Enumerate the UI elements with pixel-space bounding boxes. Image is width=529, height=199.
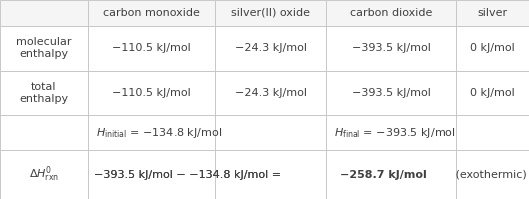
Bar [457,26,529,71]
Bar [215,150,326,199]
Bar [457,71,529,115]
Text: silver(II) oxide: silver(II) oxide [231,8,310,18]
Bar [88,71,215,115]
Bar [457,0,529,26]
Text: molecular
enthalpy: molecular enthalpy [16,37,71,59]
Bar [0,115,88,150]
Bar [0,26,88,71]
Text: 0 kJ/mol: 0 kJ/mol [470,88,515,98]
Bar [0,0,88,26]
Text: $H_\mathrm{initial}$ = −134.8 kJ/mol: $H_\mathrm{initial}$ = −134.8 kJ/mol [96,126,222,140]
Bar [0,71,88,115]
Text: total
enthalpy: total enthalpy [19,82,68,104]
Bar [326,0,457,26]
Bar [0,150,88,199]
Text: $H_\mathrm{final}$ = −393.5 kJ/mol: $H_\mathrm{final}$ = −393.5 kJ/mol [334,126,456,140]
Text: −393.5 kJ/mol − −134.8 kJ/mol =: −393.5 kJ/mol − −134.8 kJ/mol = [94,170,285,180]
Bar [215,0,326,26]
Text: −393.5 kJ/mol: −393.5 kJ/mol [352,88,431,98]
Text: 0 kJ/mol: 0 kJ/mol [470,43,515,53]
Bar [457,150,529,199]
Bar [215,71,326,115]
Text: −110.5 kJ/mol: −110.5 kJ/mol [112,88,190,98]
Text: −393.5 kJ/mol − −134.8 kJ/mol =: −393.5 kJ/mol − −134.8 kJ/mol = [94,170,285,180]
Text: $\Delta H^0_\mathrm{rxn}$: $\Delta H^0_\mathrm{rxn}$ [29,165,59,184]
Text: silver: silver [478,8,508,18]
Bar [88,115,215,150]
Text: −393.5 kJ/mol: −393.5 kJ/mol [352,43,431,53]
Text: −24.3 kJ/mol: −24.3 kJ/mol [234,88,306,98]
Bar [215,26,326,71]
Bar [88,26,215,71]
Text: −258.7 kJ/mol: −258.7 kJ/mol [340,170,427,180]
Text: carbon monoxide: carbon monoxide [103,8,199,18]
Bar [215,115,326,150]
Text: −110.5 kJ/mol: −110.5 kJ/mol [112,43,190,53]
Bar [457,115,529,150]
Bar [326,71,457,115]
Text: −24.3 kJ/mol: −24.3 kJ/mol [234,43,306,53]
Bar [88,150,215,199]
Bar [326,150,457,199]
Text: (exothermic): (exothermic) [452,170,527,180]
Bar [326,26,457,71]
Bar [88,0,215,26]
Text: carbon dioxide: carbon dioxide [350,8,433,18]
Bar [326,115,457,150]
